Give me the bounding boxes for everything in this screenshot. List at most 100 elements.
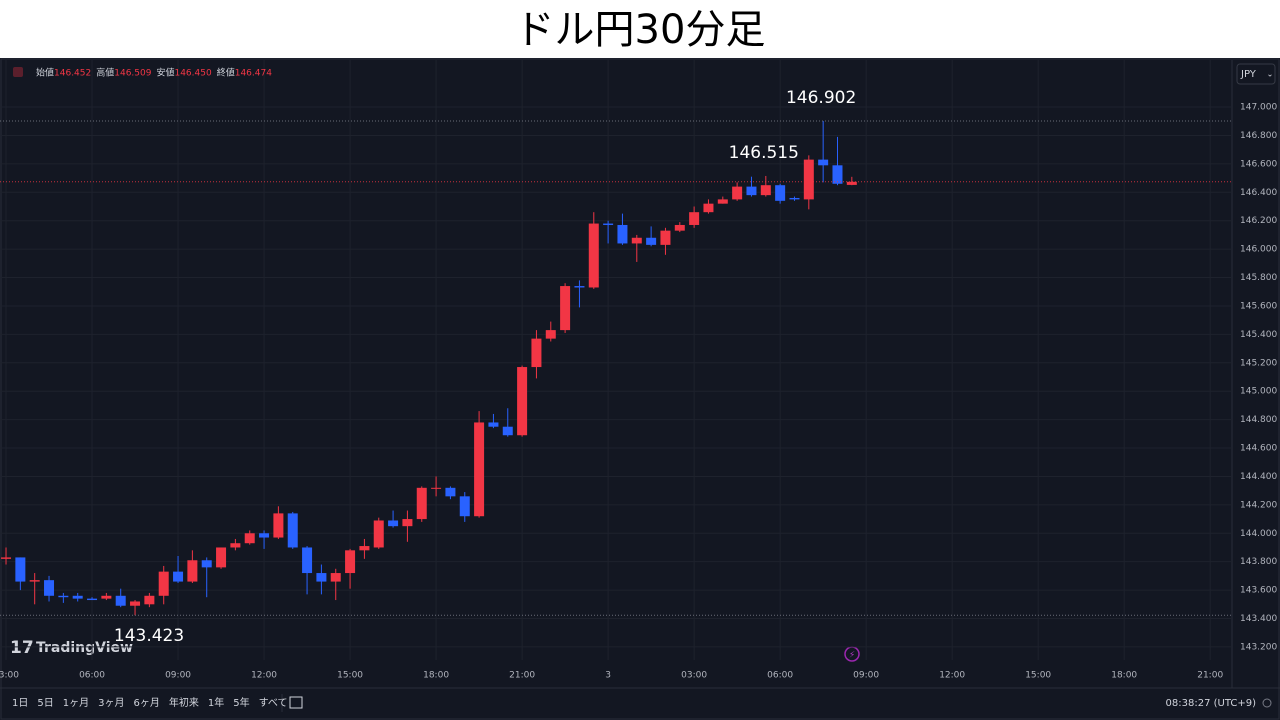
candle-body (158, 571, 169, 596)
candle-body (330, 573, 341, 582)
candle-body (803, 159, 814, 200)
candle-body (789, 197, 800, 200)
y-tick-label: 144.000 (1240, 529, 1277, 539)
candle-body (660, 230, 671, 245)
candle-body (416, 487, 427, 520)
currency-label[interactable]: JPY (1240, 69, 1257, 80)
candle-body (201, 560, 212, 568)
currency-select[interactable] (1236, 63, 1276, 85)
candle-body (531, 338, 542, 368)
range-button[interactable]: 5年 (233, 696, 249, 709)
candle-body (402, 519, 413, 527)
x-tick-label: 3 (605, 671, 611, 681)
x-tick-label: 09:00 (165, 671, 191, 681)
y-tick-label: 145.000 (1240, 387, 1277, 397)
x-tick-label: 21:00 (509, 671, 535, 681)
logo: 17 TradingView (10, 638, 133, 658)
candle-body (445, 487, 456, 497)
legend-label: 安値 (156, 67, 174, 79)
y-tick-label: 144.400 (1240, 472, 1277, 482)
candle-body (244, 533, 255, 544)
dropdown-arrow[interactable]: ⌄ (1267, 70, 1274, 79)
x-tick-label: 12:00 (251, 671, 277, 681)
candle-body (130, 601, 141, 606)
x-tick-label: 15:00 (1025, 671, 1051, 681)
x-tick-label: 09:00 (853, 671, 879, 681)
y-tick-label: 144.800 (1240, 415, 1277, 425)
candle-body (15, 557, 26, 582)
y-tick-label: 145.600 (1240, 301, 1277, 311)
candle-body (832, 165, 843, 184)
y-tick-label: 146.800 (1240, 131, 1277, 141)
x-tick-label: 18:00 (1111, 671, 1137, 681)
chart-background (0, 58, 1280, 720)
x-tick-label: 21:00 (1197, 671, 1223, 681)
logo-text: TradingView (36, 640, 133, 656)
y-tick-label: 143.200 (1240, 642, 1277, 652)
candle-body (760, 185, 771, 196)
candle-body (603, 223, 614, 225)
candle-body (746, 186, 757, 196)
settings-icon[interactable] (1262, 698, 1272, 708)
chart-frame (0, 58, 1280, 720)
y-tick-label: 144.200 (1240, 500, 1277, 510)
candle-body (187, 560, 198, 582)
candle-body (717, 199, 728, 204)
candle-body (617, 224, 628, 244)
candle-body (72, 595, 83, 599)
candle-body (703, 203, 714, 213)
y-tick-label: 145.800 (1240, 273, 1277, 283)
y-tick-label: 147.000 (1240, 103, 1277, 113)
events-bolt[interactable]: ⚡ (849, 651, 855, 661)
x-tick-label: 06:00 (767, 671, 793, 681)
x-tick-label: 18:00 (423, 671, 449, 681)
candle-body (173, 571, 184, 582)
y-tick-label: 143.800 (1240, 557, 1277, 567)
range-button[interactable]: すべて (259, 697, 288, 709)
range-button[interactable]: 1年 (208, 696, 224, 709)
candle-body (488, 422, 499, 427)
candle-body (230, 543, 241, 548)
x-tick-label: 12:00 (939, 671, 965, 681)
candle-body (574, 286, 585, 288)
legend-value: 146.452 (54, 69, 91, 79)
y-tick-label: 145.400 (1240, 330, 1277, 340)
candle-body (388, 520, 399, 527)
candle-body (144, 595, 155, 605)
candle-body (287, 513, 298, 548)
candle-body (846, 181, 857, 185)
candle-body (259, 533, 270, 538)
candle-body (359, 546, 370, 551)
range-button[interactable]: 1ヶ月 (63, 697, 89, 709)
y-tick-label: 146.600 (1240, 159, 1277, 169)
range-button[interactable]: 5日 (37, 698, 53, 709)
candle-body (216, 547, 227, 568)
range-button[interactable]: 6ヶ月 (134, 697, 160, 709)
candle-body (373, 520, 384, 548)
candle-body (58, 595, 69, 598)
calendar-icon[interactable] (289, 696, 303, 709)
candle-body (101, 595, 112, 599)
x-tick-label: 03:00 (0, 671, 19, 681)
range-button[interactable]: 3ヶ月 (98, 697, 124, 709)
x-tick-label: 15:00 (337, 671, 363, 681)
candle-body (474, 422, 485, 517)
candle-body (459, 496, 470, 517)
candle-body (115, 595, 126, 606)
y-tick-label: 146.200 (1240, 216, 1277, 226)
candle-body (273, 513, 284, 538)
y-tick-label: 145.200 (1240, 358, 1277, 368)
symbol-icon[interactable] (13, 67, 23, 77)
candle-body (316, 573, 327, 582)
candle-body (345, 550, 356, 574)
plot-area: 03:00 06:00 09:00 12:00 15:00 18:00 21:00 3 03:0… (0, 60, 1232, 681)
legend-label: 終値 (217, 67, 235, 79)
x-tick-label: 06:00 (79, 671, 105, 681)
range-button[interactable]: 1日 (12, 698, 28, 709)
date-range-icon[interactable] (289, 696, 303, 709)
range-button[interactable]: 年初来 (169, 696, 199, 709)
y-tick-label: 146.400 (1240, 188, 1277, 198)
candle-body (689, 212, 700, 225)
candle-body (560, 286, 571, 331)
